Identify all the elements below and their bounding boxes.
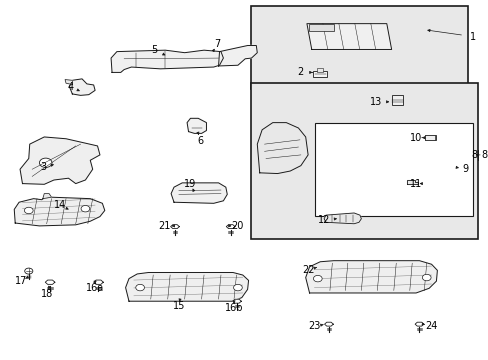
Polygon shape	[232, 299, 241, 303]
Polygon shape	[257, 123, 307, 174]
Text: 5: 5	[151, 45, 158, 55]
Polygon shape	[43, 194, 51, 199]
Text: 13: 13	[369, 97, 381, 107]
Text: 24: 24	[425, 321, 437, 331]
Polygon shape	[324, 322, 333, 326]
Text: 8: 8	[470, 150, 476, 160]
Polygon shape	[414, 322, 423, 326]
Polygon shape	[218, 45, 257, 66]
Circle shape	[40, 158, 52, 167]
Text: 6: 6	[197, 136, 203, 145]
Polygon shape	[187, 118, 206, 134]
Text: 7: 7	[214, 39, 220, 49]
Bar	[315, 123, 472, 216]
Circle shape	[81, 206, 90, 212]
Text: 14: 14	[54, 200, 66, 210]
Text: 16a: 16a	[86, 283, 104, 293]
Text: 10: 10	[409, 133, 421, 143]
Bar	[317, 68, 323, 72]
Polygon shape	[407, 180, 417, 184]
Text: 4: 4	[68, 82, 74, 92]
Polygon shape	[94, 280, 103, 284]
Bar	[309, 24, 333, 31]
Text: 19: 19	[184, 179, 196, 189]
Polygon shape	[306, 24, 391, 49]
Circle shape	[25, 268, 33, 274]
Circle shape	[422, 274, 430, 281]
Polygon shape	[45, 280, 55, 284]
Text: 21: 21	[158, 221, 170, 231]
Text: 1: 1	[468, 32, 475, 41]
Text: 9: 9	[462, 164, 468, 174]
Bar	[425, 135, 435, 140]
Text: 3: 3	[40, 162, 46, 172]
Polygon shape	[226, 225, 235, 229]
Text: 18: 18	[41, 289, 53, 299]
Bar	[424, 135, 434, 140]
Bar	[313, 71, 326, 77]
Text: 2: 2	[297, 67, 304, 77]
Polygon shape	[111, 50, 223, 72]
Text: 23: 23	[307, 321, 320, 331]
Text: 15: 15	[172, 301, 184, 311]
Bar	[391, 95, 402, 105]
Polygon shape	[305, 261, 436, 293]
Polygon shape	[69, 79, 95, 95]
Polygon shape	[324, 213, 361, 224]
Text: 16b: 16b	[224, 303, 243, 314]
Bar	[251, 6, 467, 89]
Bar	[251, 83, 477, 239]
Polygon shape	[14, 197, 104, 226]
Text: 11: 11	[409, 179, 421, 189]
Polygon shape	[171, 183, 227, 203]
Circle shape	[24, 207, 33, 214]
Text: 12: 12	[317, 215, 329, 225]
Circle shape	[313, 275, 322, 282]
Text: 22: 22	[301, 265, 314, 275]
Text: 8: 8	[481, 150, 487, 160]
Circle shape	[136, 284, 144, 291]
Circle shape	[233, 284, 242, 291]
Polygon shape	[170, 225, 179, 229]
Polygon shape	[20, 137, 100, 184]
Polygon shape	[125, 273, 248, 301]
Text: 17: 17	[15, 276, 27, 286]
Text: 20: 20	[231, 221, 244, 231]
Polygon shape	[65, 80, 72, 85]
